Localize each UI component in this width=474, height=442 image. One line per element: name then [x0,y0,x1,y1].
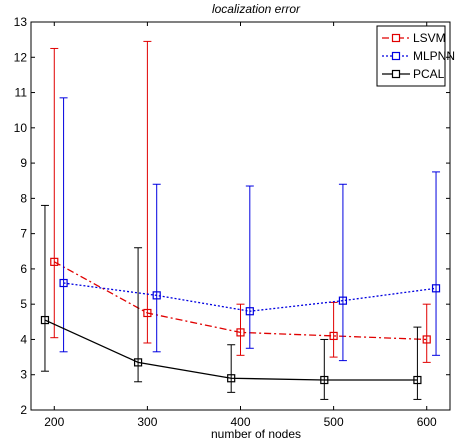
x-tick-label: 300 [137,415,157,429]
y-tick-label: 7 [20,227,27,241]
x-axis: 200 300 400 500 600 [44,22,437,429]
legend-marker [391,69,401,79]
y-tick-label: 9 [20,156,27,170]
series-lsvm [50,40,431,363]
legend-marker [391,51,401,61]
data-point-marker [329,331,338,341]
legend-box [376,25,446,87]
legend-marker [391,33,401,43]
data-point-marker [133,358,143,367]
legend-label: MLPNN [413,49,455,63]
data-point-marker [152,291,161,300]
x-axis-label: number of nodes [211,427,301,441]
data-point-marker [422,335,431,344]
chart-title: localization error [212,2,301,16]
y-axis: 2 3 4 5 6 7 8 9 10 11 12 13 [14,15,450,417]
data-point-marker [143,308,152,318]
data-point-marker [320,375,329,385]
series-line [63,282,437,312]
x-tick-label: 200 [44,415,64,429]
series-line [44,319,418,381]
y-tick-label: 4 [20,332,27,346]
y-tick-label: 8 [20,191,27,205]
legend-entry-mlpnn: MLPNN [382,49,455,63]
y-tick-label: 11 [15,86,28,100]
y-tick-label: 5 [20,297,27,311]
x-tick-label: 500 [324,415,344,429]
data-point-marker [50,257,59,266]
y-tick-label: 2 [20,403,27,417]
data-point-marker [338,296,348,305]
legend-entry-pcal: PCAL [382,67,445,81]
legend-label: PCAL [413,67,445,81]
series-mlpnn [59,97,441,362]
y-tick-label: 10 [14,121,28,135]
x-tick-label: 400 [230,415,250,429]
series-pcal [40,204,422,400]
y-tick-label: 3 [20,368,27,382]
data-point-marker [40,315,50,325]
series-line [53,261,427,341]
y-tick-label: 12 [14,50,28,64]
data-point-marker [227,374,236,383]
series-layer [40,40,441,400]
data-point-marker [236,328,245,337]
legend: LSVM MLPNN PCAL [376,25,455,87]
legend-label: LSVM [413,31,446,45]
y-tick-label: 6 [20,262,27,276]
data-point-marker [245,307,254,316]
data-point-marker [431,284,441,293]
legend-entry-lsvm: LSVM [382,31,446,45]
x-tick-label: 600 [417,415,437,429]
data-point-marker [413,375,422,385]
y-tick-label: 13 [14,15,28,29]
data-point-marker [59,278,68,288]
